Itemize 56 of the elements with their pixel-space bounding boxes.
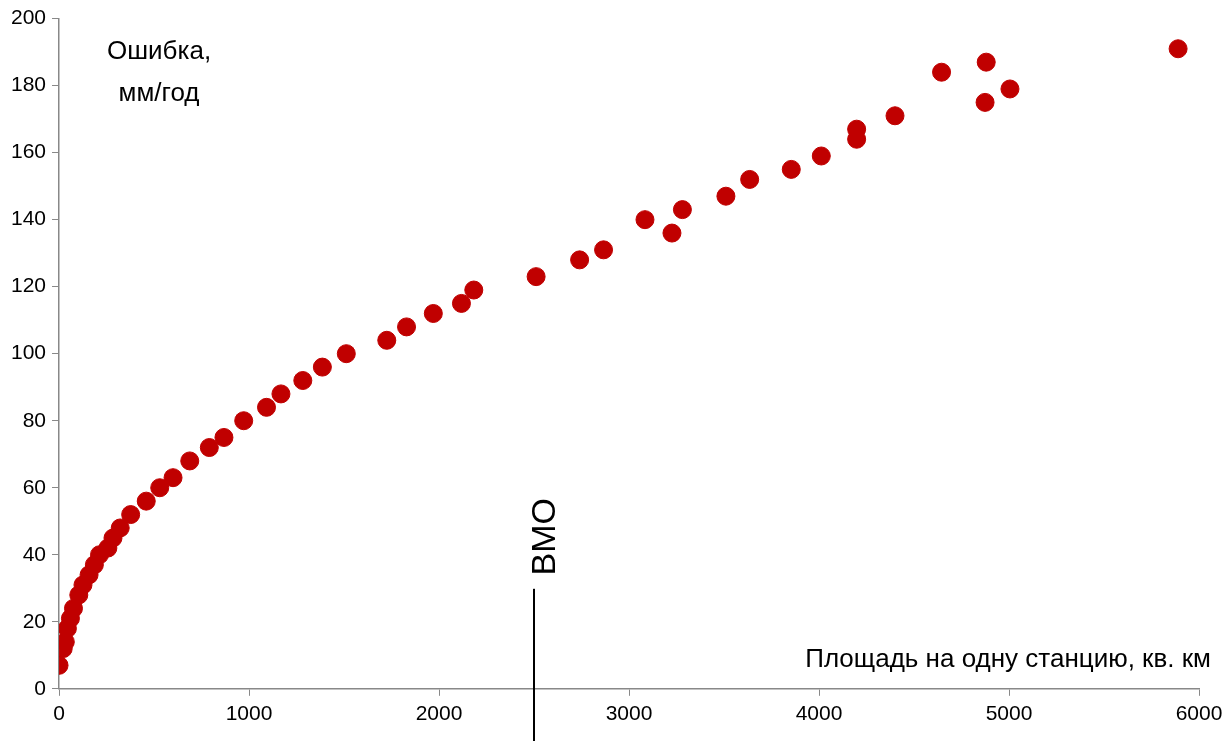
y-tick-label: 80: [22, 407, 47, 431]
point: [1168, 39, 1188, 59]
point: [180, 451, 200, 471]
x-tick-label: 3000: [605, 701, 653, 725]
point: [312, 357, 332, 377]
x-tick-label: 5000: [985, 701, 1033, 725]
point: [932, 62, 952, 82]
x-tick-label: 2000: [415, 701, 463, 725]
point: [397, 317, 417, 337]
point: [672, 200, 692, 220]
point: [570, 250, 590, 270]
point: [635, 210, 655, 230]
point: [214, 427, 234, 447]
x-tick-label: 1000: [225, 701, 273, 725]
y-tick-label: 100: [10, 340, 47, 364]
point: [662, 223, 682, 243]
y-tick-label: 140: [10, 206, 47, 230]
x-tick-label: 0: [53, 701, 65, 725]
point: [336, 344, 356, 364]
point: [257, 397, 277, 417]
x-tick-label: 6000: [1175, 701, 1223, 725]
point: [136, 491, 156, 511]
y-axis-title: Ошибка, мм/год: [106, 34, 212, 107]
point: [781, 159, 801, 179]
point: [121, 505, 141, 525]
point: [271, 384, 291, 404]
point: [451, 293, 471, 313]
y-tick-label: 200: [10, 5, 47, 29]
point: [110, 518, 130, 538]
y-tick-label: 60: [22, 474, 47, 498]
point: [163, 468, 183, 488]
point: [885, 106, 905, 126]
y-tick-label: 120: [10, 273, 47, 297]
y-tick-label: 160: [10, 139, 47, 163]
point: [975, 92, 995, 112]
point: [716, 186, 736, 206]
point: [464, 280, 484, 300]
point: [976, 52, 996, 72]
ref-line-label: ВМО: [524, 498, 563, 576]
point: [234, 411, 254, 431]
point: [594, 240, 614, 260]
point: [526, 267, 546, 287]
point: [293, 371, 313, 391]
x-axis-title: Площадь на одну станцию, кв. км: [805, 642, 1211, 673]
point: [199, 438, 219, 458]
point: [150, 478, 170, 498]
point: [1000, 79, 1020, 99]
point: [377, 330, 397, 350]
y-tick-label: 40: [22, 541, 47, 565]
y-tick-label: 20: [22, 608, 47, 632]
y-tick-label: 0: [34, 675, 47, 699]
point: [811, 146, 831, 166]
point: [740, 169, 760, 189]
x-tick-label: 4000: [795, 701, 843, 725]
point: [423, 303, 443, 323]
y-tick-label: 180: [10, 72, 47, 96]
